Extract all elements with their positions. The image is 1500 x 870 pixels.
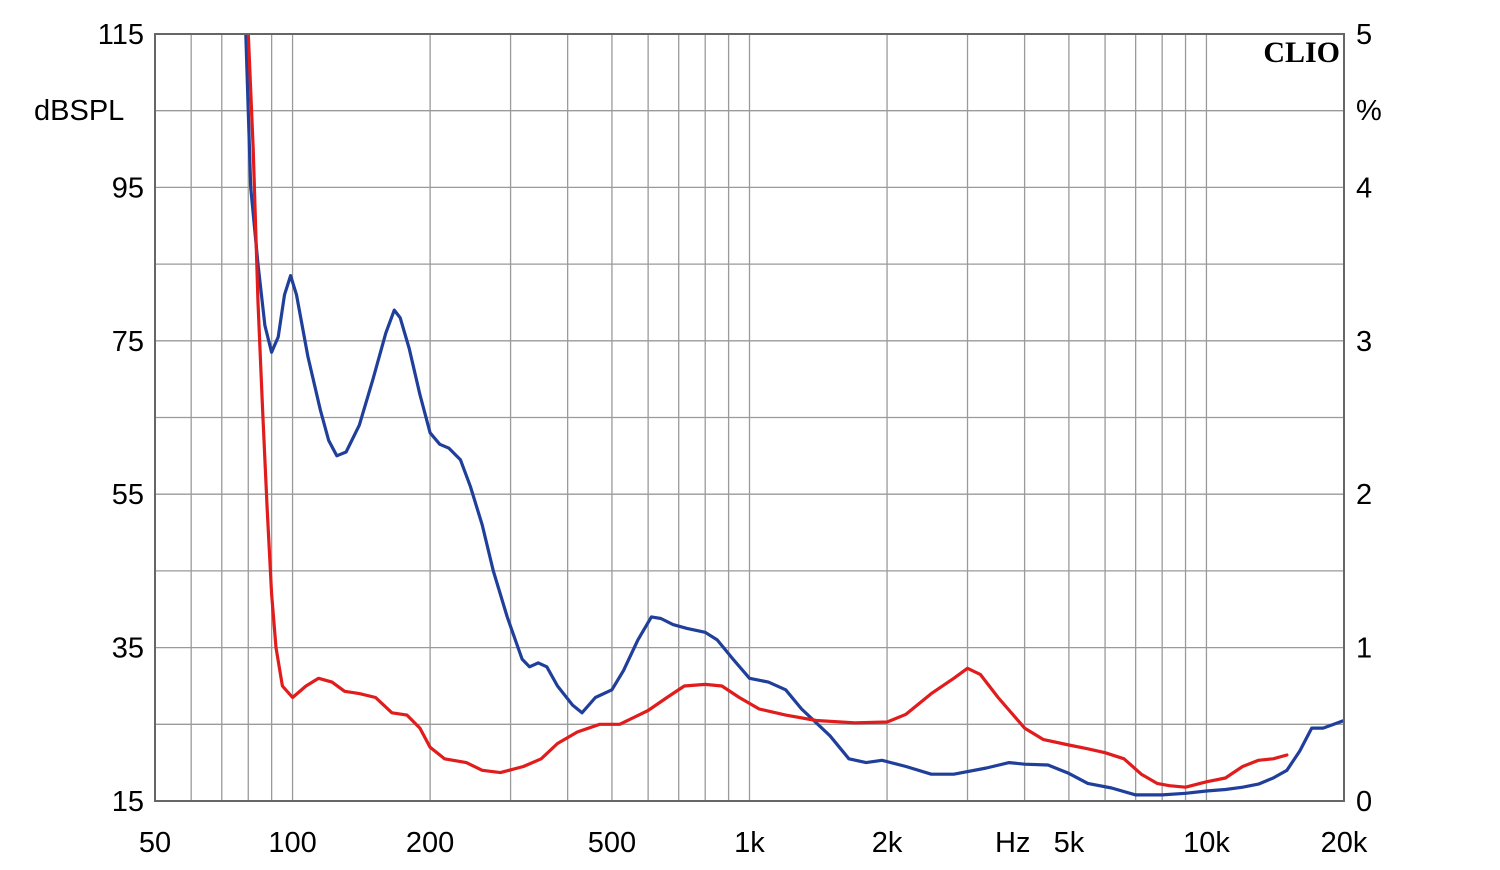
y-left-tick-label: 15 — [112, 786, 144, 818]
x-tick-label: 1k — [734, 827, 765, 859]
y-right-tick-label: 0 — [1356, 786, 1372, 818]
x-axis-unit-label: Hz — [995, 827, 1030, 859]
y-right-tick-label: 1 — [1356, 633, 1372, 665]
x-tick-label: 10k — [1183, 827, 1230, 859]
y-left-tick-label: 95 — [112, 172, 144, 204]
series-line-2 — [246, 34, 1289, 789]
x-tick-label: 100 — [268, 827, 316, 859]
x-tick-label: 500 — [588, 827, 636, 859]
y-left-tick-label: 115 — [98, 19, 144, 51]
y-left-tick-label: 35 — [112, 633, 144, 665]
series-layer — [244, 34, 1344, 797]
y-left-tick-label: 75 — [112, 326, 144, 358]
tick-labels: 50 100 200 500 1k 2k 5k 10k 20k 115 95 75 55 35 15 5 4 3 2… — [98, 19, 1372, 859]
grid-lines — [155, 34, 1344, 801]
y-left-tick-label: 55 — [112, 479, 144, 511]
plot-frame — [154, 33, 1345, 802]
x-tick-label: 5k — [1054, 827, 1085, 859]
y-left-axis-label: dBSPL — [34, 95, 124, 127]
y-right-axis-label: % — [1356, 95, 1382, 127]
x-tick-label: 200 — [406, 827, 454, 859]
y-right-tick-label: 5 — [1356, 19, 1372, 51]
y-right-tick-label: 4 — [1356, 172, 1372, 204]
x-tick-label: 50 — [139, 827, 171, 859]
y-right-tick-label: 2 — [1356, 479, 1372, 511]
x-tick-label: 2k — [872, 827, 903, 859]
x-tick-label: 20k — [1321, 827, 1368, 859]
y-right-tick-label: 3 — [1356, 326, 1372, 358]
clio-logo-label: CLIO — [1263, 36, 1340, 69]
series-line-1 — [244, 34, 1344, 797]
